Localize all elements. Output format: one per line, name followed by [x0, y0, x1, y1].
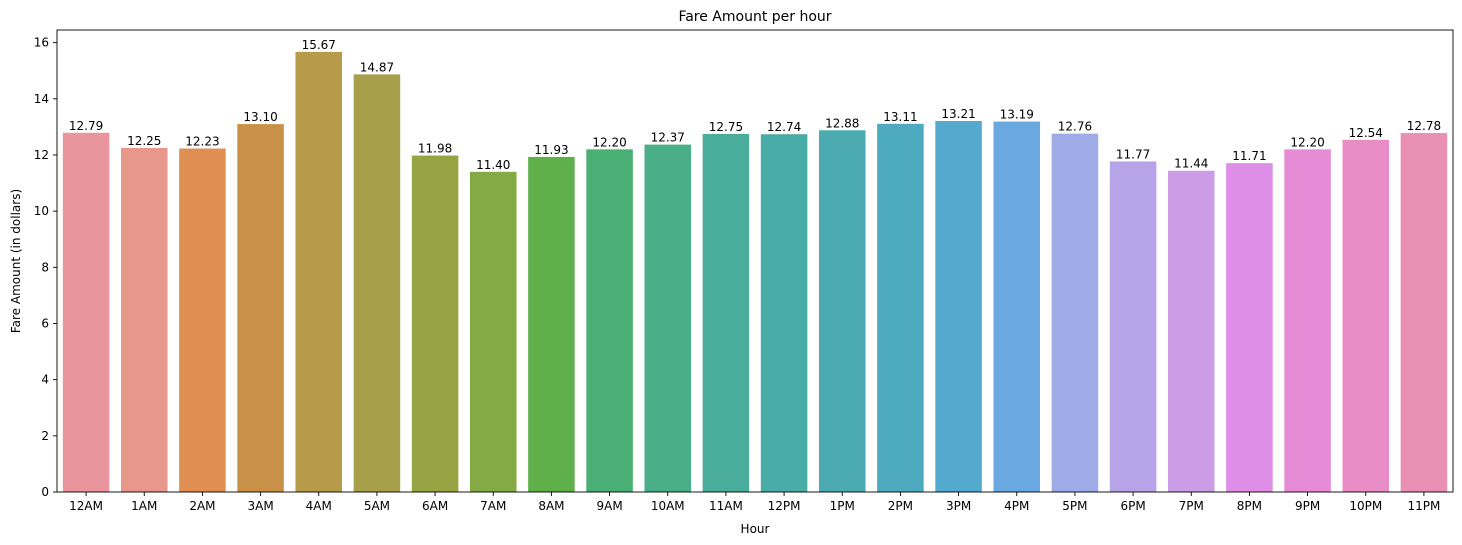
data-label-12AM: 12.79: [69, 119, 103, 133]
y-tick-label-12: 12: [34, 148, 49, 162]
data-label-7AM: 11.40: [476, 158, 510, 172]
bar-1AM: [120, 147, 168, 492]
bar-4PM: [993, 121, 1041, 493]
bar-6PM: [1109, 161, 1157, 492]
bar-3AM: [237, 124, 284, 492]
x-tick-label-4PM: 4PM: [1004, 499, 1029, 513]
data-label-11PM: 12.78: [1407, 119, 1441, 133]
x-tick-label-9AM: 9AM: [596, 499, 622, 513]
data-label-4PM: 13.19: [1000, 108, 1034, 122]
data-label-10PM: 12.54: [1349, 126, 1383, 140]
y-tick-label-4: 4: [41, 373, 49, 387]
x-tick-label-8AM: 8AM: [538, 499, 564, 513]
x-axis: 12AM 1AM 2AM 3AM 4AM 5AM 6AM 7AM 8AM 9AM 10AM 11AM 1…: [69, 492, 1440, 513]
x-tick-label-9PM: 9PM: [1295, 499, 1320, 513]
data-label-5AM: 14.87: [360, 60, 394, 74]
bar-3PM: [935, 120, 982, 493]
y-tick-label-8: 8: [41, 260, 49, 274]
x-tick-label-3PM: 3PM: [946, 499, 971, 513]
bar-11PM: [1400, 133, 1448, 493]
x-tick-label-10AM: 10AM: [651, 499, 685, 513]
bar-5AM: [353, 74, 401, 493]
bar-2PM: [877, 123, 924, 492]
data-label-12PM: 12.74: [767, 120, 801, 134]
data-label-2PM: 13.11: [883, 110, 917, 124]
data-label-11AM: 12.75: [709, 120, 743, 134]
y-tick-label-10: 10: [34, 204, 49, 218]
data-label-1AM: 12.25: [127, 134, 161, 148]
data-labels-group: 12.79 12.25 12.23 13.10 15.67 14.87 11.98 11.40…: [69, 38, 1441, 172]
x-tick-label-7PM: 7PM: [1179, 499, 1204, 513]
bar-1PM: [818, 130, 866, 492]
x-tick-label-6PM: 6PM: [1120, 499, 1145, 513]
x-tick-label-10PM: 10PM: [1349, 499, 1382, 513]
data-label-9PM: 12.20: [1290, 135, 1324, 149]
y-tick-label-6: 6: [41, 316, 49, 330]
y-axis-label: Fare Amount (in dollars): [9, 189, 23, 333]
y-tick-label-14: 14: [34, 92, 49, 106]
data-label-7PM: 11.44: [1174, 157, 1208, 171]
bar-12AM: [62, 132, 110, 492]
bar-5PM: [1051, 133, 1099, 493]
data-label-4AM: 15.67: [302, 38, 336, 52]
x-tick-label-2PM: 2PM: [888, 499, 913, 513]
x-tick-label-1PM: 1PM: [830, 499, 855, 513]
bar-9PM: [1284, 149, 1331, 493]
y-tick-label-2: 2: [41, 429, 49, 443]
data-label-6PM: 11.77: [1116, 147, 1150, 161]
bar-4AM: [295, 51, 343, 493]
y-tick-label-16: 16: [34, 36, 49, 50]
bar-9AM: [586, 149, 633, 493]
x-tick-label-3AM: 3AM: [247, 499, 273, 513]
data-label-8PM: 11.71: [1232, 149, 1266, 163]
x-tick-label-6AM: 6AM: [422, 499, 448, 513]
x-tick-label-5PM: 5PM: [1062, 499, 1087, 513]
bar-2AM: [179, 148, 226, 492]
data-label-5PM: 12.76: [1058, 120, 1092, 134]
data-label-8AM: 11.93: [534, 143, 568, 157]
bar-11AM: [702, 133, 750, 492]
data-label-2AM: 12.23: [185, 135, 219, 149]
bars-group: [62, 51, 1448, 493]
data-label-1PM: 12.88: [825, 116, 859, 130]
data-label-10AM: 12.37: [651, 131, 685, 145]
data-label-6AM: 11.98: [418, 142, 452, 156]
y-tick-label-0: 0: [41, 485, 49, 499]
x-tick-label-2AM: 2AM: [189, 499, 215, 513]
x-tick-label-7AM: 7AM: [480, 499, 506, 513]
x-tick-label-11PM: 11PM: [1407, 499, 1440, 513]
x-tick-label-12AM: 12AM: [69, 499, 103, 513]
bar-8PM: [1226, 163, 1273, 492]
bar-7AM: [469, 171, 517, 493]
bar-7PM: [1167, 170, 1215, 492]
x-axis-label: Hour: [741, 522, 770, 536]
x-tick-label-4AM: 4AM: [306, 499, 332, 513]
data-label-9AM: 12.20: [592, 135, 626, 149]
bar-10AM: [644, 144, 692, 493]
x-tick-label-11AM: 11AM: [709, 499, 743, 513]
bar-12PM: [760, 134, 808, 492]
bar-8AM: [528, 156, 575, 492]
chart-title: Fare Amount per hour: [678, 9, 831, 25]
data-label-3AM: 13.10: [243, 110, 277, 124]
plot-frame: [56, 29, 1454, 493]
x-tick-label-12PM: 12PM: [768, 499, 801, 513]
bar-6AM: [411, 155, 459, 493]
bar-10PM: [1342, 139, 1390, 493]
y-axis: 0 2 4 6 8 10 12 14 16: [34, 36, 57, 499]
x-tick-label-1AM: 1AM: [131, 499, 157, 513]
x-tick-label-8PM: 8PM: [1237, 499, 1262, 513]
data-label-3PM: 13.21: [941, 107, 975, 121]
x-tick-label-5AM: 5AM: [364, 499, 390, 513]
